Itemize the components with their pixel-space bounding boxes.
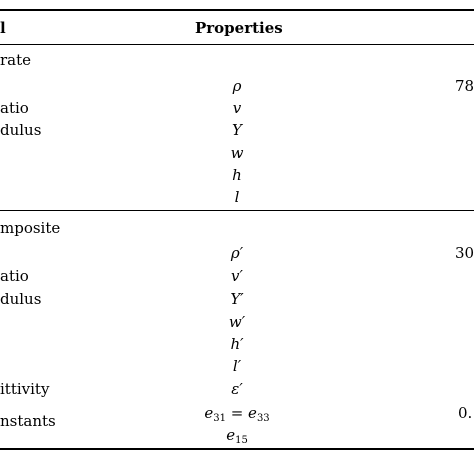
header-col1: l: [0, 19, 6, 37]
label-poisson-ratio: atio: [0, 99, 29, 117]
symbol-epsilon-prime: ε′: [231, 380, 243, 398]
symbol-h-prime: h′: [230, 335, 244, 353]
section-title-composite: mposite: [0, 219, 61, 237]
value-e31-e33: 0.: [458, 404, 473, 422]
section-rule: [0, 210, 474, 211]
label-poisson-ratio-prime: atio: [0, 267, 29, 285]
top-rule: [0, 9, 474, 11]
value-rho: 78: [455, 77, 474, 95]
label-young-modulus: dulus: [0, 121, 42, 139]
symbol-e31-e33: e31 = e33: [204, 404, 270, 424]
section-title-substrate: rate: [0, 51, 32, 69]
label-piezo-constants: nstants: [0, 412, 56, 430]
header-properties: Properties: [195, 19, 283, 37]
symbol-l-prime: l′: [232, 357, 242, 375]
symbol-h: h: [232, 166, 242, 184]
symbol-w: w: [230, 144, 244, 162]
header-rule: [0, 44, 474, 45]
label-young-modulus-prime: dulus: [0, 290, 42, 308]
bottom-rule: [0, 448, 474, 450]
symbol-v-prime: v′: [231, 267, 243, 285]
symbol-y-prime: Y′: [230, 290, 244, 308]
symbol-e15: e15: [226, 426, 248, 446]
symbol-v: v: [232, 99, 242, 117]
symbol-rho-prime: ρ′: [230, 244, 244, 262]
symbol-l: l: [234, 188, 240, 206]
symbol-y: Y: [232, 121, 242, 139]
symbol-w-prime: w′: [228, 313, 246, 331]
label-permittivity: ittivity: [0, 380, 50, 398]
value-rho-prime: 30: [455, 244, 474, 262]
symbol-rho: ρ: [232, 77, 242, 95]
